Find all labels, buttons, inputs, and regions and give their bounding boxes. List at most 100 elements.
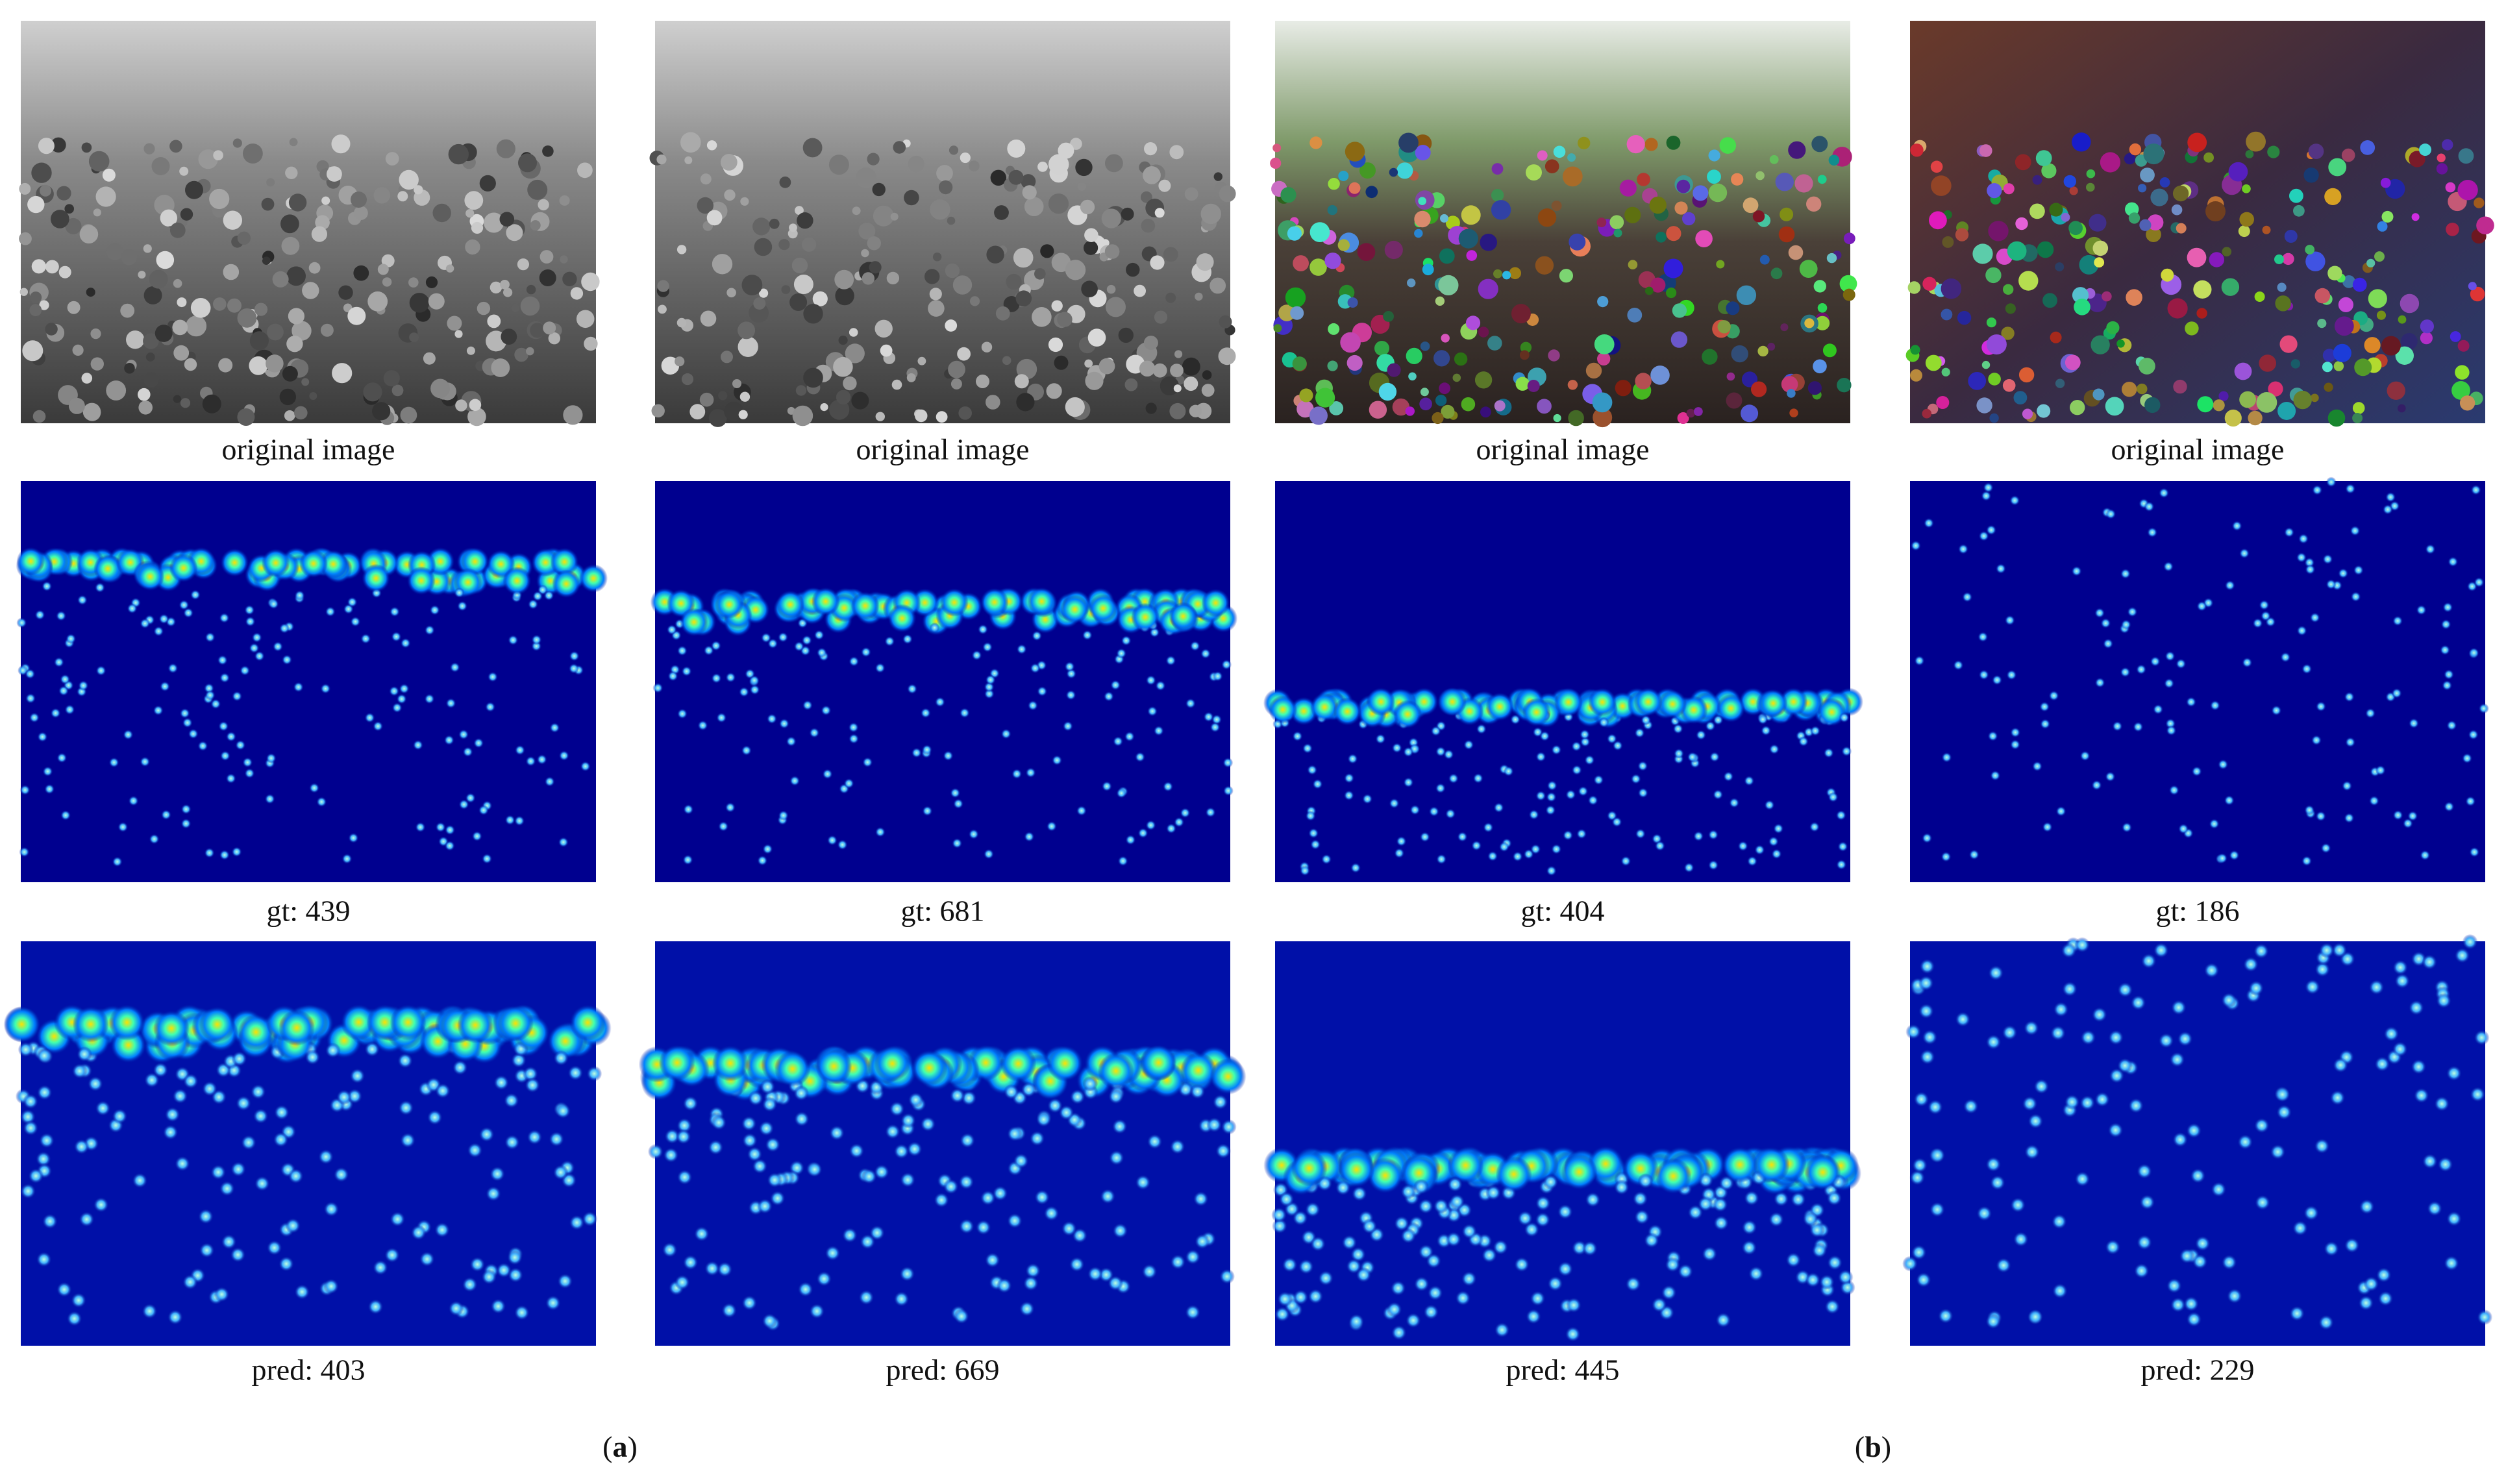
crowd-texture bbox=[285, 166, 298, 179]
crowd-texture bbox=[1989, 413, 1999, 423]
density-blob bbox=[347, 597, 358, 608]
density-blob bbox=[934, 1192, 950, 1208]
density-blob bbox=[412, 739, 423, 750]
crowd-texture bbox=[802, 138, 823, 158]
crowd-texture bbox=[209, 188, 230, 210]
density-blob bbox=[169, 554, 198, 582]
density-blob bbox=[210, 1164, 227, 1180]
crowd-texture bbox=[1826, 253, 1837, 264]
density-blob bbox=[2296, 625, 2307, 636]
crowd-texture bbox=[2089, 214, 2107, 232]
crowd-texture bbox=[1016, 393, 1035, 412]
density-blob bbox=[1985, 1313, 2002, 1329]
density-blob bbox=[448, 1300, 464, 1317]
density-blob bbox=[2402, 818, 2413, 829]
crowd-texture bbox=[1327, 204, 1337, 216]
crowd-texture bbox=[1545, 159, 1559, 173]
density-blob bbox=[716, 712, 727, 723]
density-blob bbox=[2052, 1283, 2068, 1299]
crowd-texture bbox=[1415, 145, 1431, 161]
density-blob bbox=[19, 784, 31, 795]
density-blob bbox=[1485, 692, 1515, 721]
crowd-texture bbox=[1383, 311, 1395, 322]
density-blob bbox=[693, 1226, 710, 1242]
density-blob bbox=[1153, 725, 1164, 736]
crowd-texture bbox=[88, 151, 110, 172]
density-blob bbox=[78, 680, 89, 691]
crowd-texture bbox=[288, 193, 307, 212]
density-blob bbox=[2280, 652, 2291, 663]
crowd-texture bbox=[753, 297, 766, 310]
density-blob bbox=[1585, 1192, 1601, 1207]
density-blob bbox=[445, 824, 456, 835]
density-blob bbox=[205, 690, 216, 700]
density-blob bbox=[1485, 1185, 1502, 1201]
density-blob bbox=[1455, 1290, 1471, 1306]
crowd-texture bbox=[1942, 236, 1954, 248]
density-blob bbox=[1633, 687, 1663, 717]
density-blob bbox=[1643, 1232, 1659, 1248]
density-blob bbox=[16, 617, 27, 628]
density-blob bbox=[677, 708, 688, 719]
density-blob bbox=[2242, 657, 2253, 668]
density-blob bbox=[1423, 1304, 1439, 1320]
crowd-texture bbox=[471, 221, 484, 234]
density-blob bbox=[254, 1176, 270, 1192]
density-blob bbox=[333, 1167, 349, 1183]
density-blob bbox=[949, 1087, 965, 1104]
crowd-texture bbox=[2282, 253, 2294, 266]
crowd-texture bbox=[173, 345, 190, 361]
crowd-texture bbox=[353, 265, 369, 281]
density-blob bbox=[1841, 746, 1852, 757]
density-blob bbox=[1210, 1058, 1247, 1095]
density-blob bbox=[1169, 602, 1198, 631]
density-blob bbox=[360, 633, 371, 644]
density-blob bbox=[108, 1004, 145, 1041]
crowd-texture bbox=[530, 220, 541, 231]
density-blob bbox=[502, 566, 532, 595]
crowd-texture bbox=[288, 308, 304, 325]
density-blob bbox=[2444, 1255, 2459, 1271]
crowd-texture bbox=[1075, 158, 1093, 177]
density-blob bbox=[1180, 1052, 1217, 1089]
crowd-texture bbox=[1024, 197, 1044, 217]
crowd-texture bbox=[1635, 373, 1652, 390]
density-blob bbox=[1546, 865, 1557, 876]
crowd-texture bbox=[2086, 182, 2095, 192]
crowd-texture bbox=[1726, 301, 1740, 315]
density-blob bbox=[786, 736, 797, 747]
density-blob bbox=[273, 1104, 290, 1120]
crowd-texture bbox=[19, 232, 32, 245]
density-blob bbox=[2446, 1065, 2462, 1082]
crowd-texture bbox=[1637, 173, 1650, 186]
crowd-texture bbox=[180, 398, 191, 408]
density-blob bbox=[162, 1124, 179, 1141]
crowd-texture bbox=[1357, 243, 1376, 262]
density-blob bbox=[1135, 752, 1145, 763]
density-blob bbox=[950, 787, 961, 798]
crowd-texture bbox=[2041, 163, 2057, 179]
density-blob bbox=[2446, 1211, 2462, 1227]
crowd-texture bbox=[400, 406, 417, 424]
crowd-texture bbox=[2246, 131, 2266, 152]
density-blob bbox=[663, 1147, 679, 1163]
crowd-texture bbox=[1392, 398, 1410, 416]
crowd-texture bbox=[2377, 221, 2388, 232]
caption: original image bbox=[856, 433, 1030, 466]
density-blob bbox=[1582, 1241, 1598, 1257]
density-blob bbox=[2105, 771, 2116, 782]
density-blob bbox=[482, 853, 493, 864]
crowd-texture bbox=[924, 269, 940, 284]
crowd-texture bbox=[2334, 316, 2354, 336]
crowd-texture bbox=[126, 330, 145, 349]
crowd-texture bbox=[1548, 349, 1560, 362]
crowd-texture bbox=[281, 236, 300, 255]
crowd-texture bbox=[1065, 397, 1085, 417]
density-blob bbox=[2368, 979, 2385, 995]
crowd-texture bbox=[938, 180, 953, 195]
density-blob bbox=[1768, 836, 1779, 847]
density-blob bbox=[1654, 841, 1665, 851]
density-blob bbox=[485, 702, 496, 712]
crowd-texture bbox=[1569, 233, 1586, 251]
density-blob bbox=[875, 826, 886, 837]
